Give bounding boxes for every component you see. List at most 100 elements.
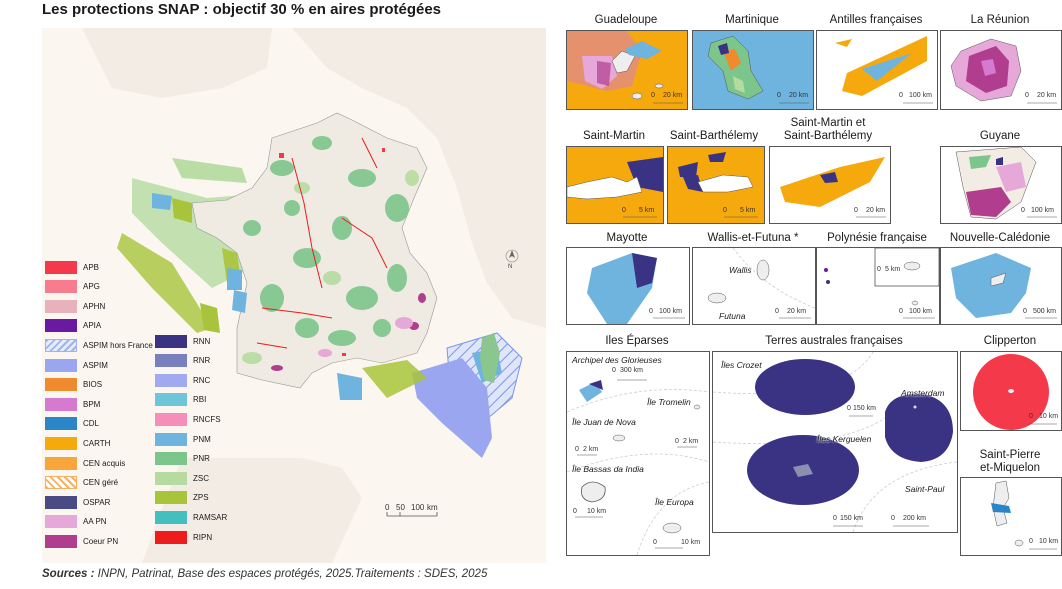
legend-item-apia: APIA xyxy=(45,319,101,333)
legend-item-rnr: RNR xyxy=(155,354,210,368)
legend-label: RNR xyxy=(193,356,211,366)
legend-swatch xyxy=(155,373,187,387)
inset-nouvelle-caledonie: 0 500 km xyxy=(940,247,1062,325)
legend-label: RAMSAR xyxy=(193,512,228,522)
gulf-lion-pnm xyxy=(337,373,362,400)
legend-swatch xyxy=(45,338,77,352)
north-label: N xyxy=(508,264,512,270)
channel-zone xyxy=(172,158,247,183)
west-coast-pnm xyxy=(227,268,242,290)
legend-item-carth: CARTH xyxy=(45,436,110,450)
inset-sm-sb: 0 20 km xyxy=(769,146,891,224)
legend-label: APHN xyxy=(83,301,106,311)
legend-label: CARTH xyxy=(83,438,111,448)
legend-swatch xyxy=(45,280,77,294)
inset-saint-pierre-miquelon: 0 10 km xyxy=(960,477,1062,556)
legend-swatch xyxy=(155,412,187,426)
legend-swatch xyxy=(45,397,77,411)
inset-title-sm-sb-1: Saint-Martin et xyxy=(790,117,866,129)
inset-title-spm-1: Saint-Pierre xyxy=(979,449,1041,461)
legend-swatch xyxy=(155,471,187,485)
inset-saint-barthelemy: 0 5 km xyxy=(667,146,765,224)
legend-label: APG xyxy=(83,282,100,292)
legend-item-aspim: ASPIM xyxy=(45,358,108,372)
legend-item-zsc: ZSC xyxy=(155,471,209,485)
corsica xyxy=(480,333,500,383)
inset-title-saint-barthelemy: Saint-Barthélemy xyxy=(669,130,759,142)
inset-title-saint-martin: Saint-Martin xyxy=(583,130,645,142)
inset-reunion: 0 20 km xyxy=(940,30,1062,110)
legend-swatch xyxy=(155,432,187,446)
legend-swatch xyxy=(45,319,77,333)
inset-polynesie: 0 5 km 0 100 km xyxy=(816,247,940,325)
inset-clipperton: 0 10 km xyxy=(960,351,1062,431)
aa-pn-patches xyxy=(318,317,413,357)
inset-title-mayotte: Mayotte xyxy=(606,232,648,244)
main-map-france: N 0 50 100 km APB APG APHN APIA ASPIM hors F… xyxy=(42,28,546,563)
main-scale-unit: km xyxy=(427,503,438,512)
legend-label: Coeur PN xyxy=(83,536,119,546)
sources-note: Sources : INPN, Patrinat, Base des espac… xyxy=(42,568,487,580)
atlantic-zps xyxy=(117,233,212,333)
inset-title-clipperton: Clipperton xyxy=(983,335,1037,347)
legend-swatch xyxy=(45,515,77,529)
legend-swatch xyxy=(45,358,77,372)
legend-item-ripn: RIPN xyxy=(155,530,212,544)
legend-label: ASPIM hors France xyxy=(83,340,153,350)
legend-swatch xyxy=(155,491,187,505)
legend-label: CEN géré xyxy=(83,478,119,488)
med-aspim xyxy=(412,358,492,458)
inset-title-guyane: Guyane xyxy=(979,130,1021,142)
legend-item-apb: APB xyxy=(45,260,99,274)
inset-taaf: Îles Crozet Amsterdam 0 150 km Îles Kerg… xyxy=(712,351,958,533)
legend-item-apg: APG xyxy=(45,280,100,294)
brittany-zone xyxy=(172,198,192,223)
map-title: Les protections SNAP : objectif 30 % en … xyxy=(42,1,442,18)
inset-title-guadeloupe: Guadeloupe xyxy=(594,14,658,26)
uk-land xyxy=(82,28,272,98)
legend-swatch xyxy=(155,510,187,524)
legend-item-rbi: RBI xyxy=(155,393,206,407)
legend-swatch xyxy=(45,534,77,548)
legend-swatch xyxy=(155,334,187,348)
legend-swatch xyxy=(45,417,77,431)
zsc-patches xyxy=(242,170,419,364)
inset-title-sm-sb-2: Saint-Barthélemy xyxy=(783,130,873,142)
legend-item-cen-acquis: CEN acquis xyxy=(45,456,125,470)
legend-swatch xyxy=(45,495,77,509)
inset-martinique: 0 20 km xyxy=(692,30,814,110)
main-map-svg: N xyxy=(82,28,546,563)
inset-title-nouvelle-caledonie: Nouvelle-Calédonie xyxy=(949,232,1051,244)
legend-item-rnc: RNC xyxy=(155,373,210,387)
inset-title-polynesie: Polynésie française xyxy=(827,232,927,244)
legend-label: ZSC xyxy=(193,473,209,483)
legend-label: AA PN xyxy=(83,517,107,527)
inset-title-spm-2: et-Miquelon xyxy=(979,462,1041,474)
legend-item-aa-pn: AA PN xyxy=(45,515,107,529)
legend-label: PNR xyxy=(193,454,210,464)
inset-title-martinique: Martinique xyxy=(725,14,779,26)
legend-label: RNCFS xyxy=(193,414,221,424)
legend-swatch xyxy=(155,452,187,466)
legend-swatch xyxy=(155,354,187,368)
inset-wallis: Wallis Futuna 0 20 km xyxy=(692,247,816,325)
inset-antilles: 0 100 km xyxy=(816,30,938,110)
inset-title-eparses: Iles Éparses xyxy=(605,335,669,347)
north-arrow-icon xyxy=(505,249,519,263)
inset-title-reunion: La Réunion xyxy=(970,14,1030,26)
legend-item-coeur-pn: Coeur PN xyxy=(45,534,118,548)
legend-label: BIOS xyxy=(83,380,103,390)
legend-item-pnr: PNR xyxy=(155,452,210,466)
main-scale-zero: 0 xyxy=(385,503,390,512)
inset-guadeloupe: 0 20 km xyxy=(566,30,688,110)
inset-mayotte: 0 100 km xyxy=(566,247,690,325)
apb-lines xyxy=(256,137,388,349)
legend-item-bpm: BPM xyxy=(45,397,100,411)
legend-swatch xyxy=(45,299,77,313)
legend-item-cen-g-r-: CEN géré xyxy=(45,476,118,490)
legend-swatch xyxy=(45,436,77,450)
legend-label: CDL xyxy=(83,419,100,429)
legend-item-bios: BIOS xyxy=(45,378,102,392)
legend-label: OSPAR xyxy=(83,497,111,507)
legend-swatch xyxy=(45,260,77,274)
